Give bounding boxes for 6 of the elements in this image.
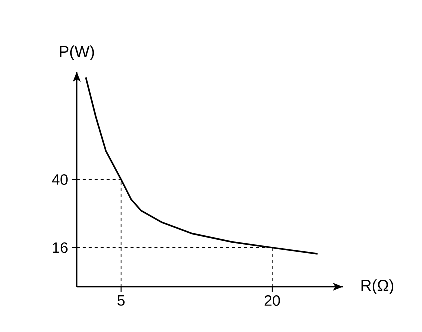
y-axis-title: P(W)	[60, 46, 94, 61]
x-tick-label: 20	[264, 296, 280, 306]
x-axis-title: R(Ω)	[362, 280, 394, 294]
y-tick-label: 40	[52, 174, 68, 186]
y-tick-label: 16	[53, 242, 68, 254]
x-tick-label: 5	[118, 296, 125, 306]
